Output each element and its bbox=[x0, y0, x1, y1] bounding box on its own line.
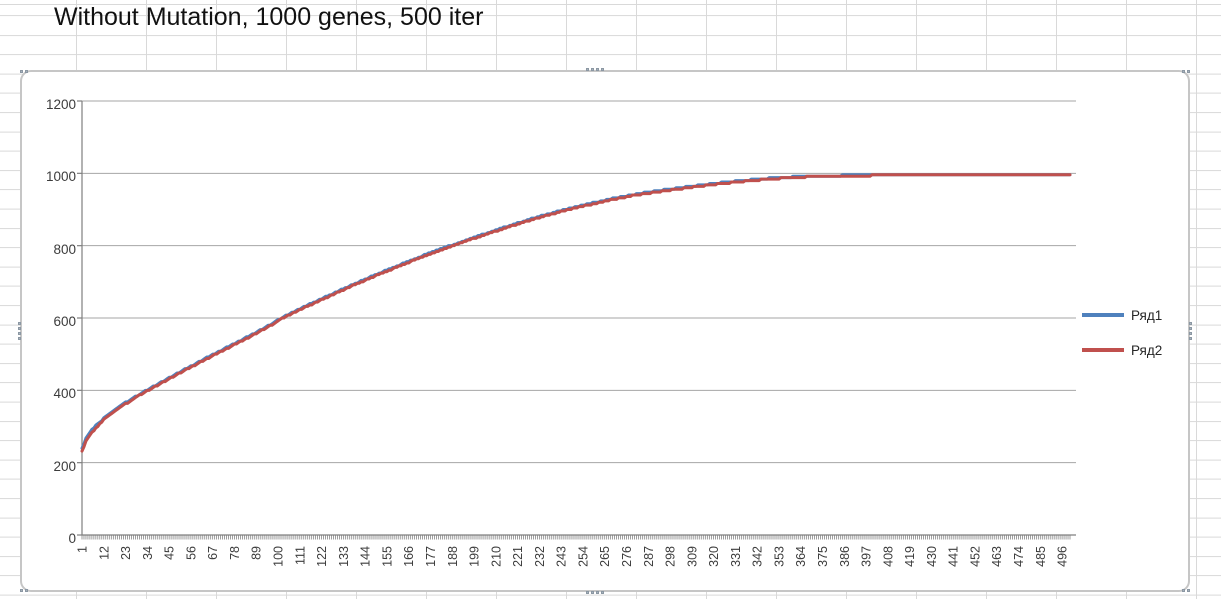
series2-label: Ряд2 bbox=[1131, 342, 1163, 358]
series-line-Ряд1[interactable] bbox=[80, 173, 1072, 450]
x-tick-label-254: 254 bbox=[576, 546, 590, 567]
x-tick-label-177: 177 bbox=[424, 546, 438, 567]
x-tick-label-287: 287 bbox=[642, 546, 656, 567]
x-tick-label-188: 188 bbox=[446, 546, 460, 567]
x-tick-label-419: 419 bbox=[903, 546, 917, 567]
x-tick-label-353: 353 bbox=[772, 546, 786, 567]
series-line-Ряд2[interactable] bbox=[80, 173, 1072, 453]
x-tick-label-342: 342 bbox=[751, 546, 765, 567]
x-tick-label-34: 34 bbox=[141, 546, 155, 560]
x-tick-label-67: 67 bbox=[206, 546, 220, 560]
x-tick-label-243: 243 bbox=[555, 546, 569, 567]
x-tick-label-122: 122 bbox=[315, 546, 329, 567]
x-tick-label-56: 56 bbox=[184, 546, 198, 560]
x-tick-label-166: 166 bbox=[402, 546, 416, 567]
x-tick-label-45: 45 bbox=[163, 546, 177, 560]
legend-item-series1[interactable]: Ряд1 bbox=[1082, 305, 1162, 325]
y-tick-label-0: 0 bbox=[68, 531, 76, 546]
y-tick-label-1200: 1200 bbox=[45, 97, 76, 112]
series1-swatch bbox=[1082, 313, 1124, 317]
x-tick-label-221: 221 bbox=[511, 546, 525, 567]
chart-resize-handle-bottom[interactable] bbox=[586, 591, 604, 594]
chart-resize-handle-top-right[interactable] bbox=[1182, 70, 1190, 73]
x-tick-label-309: 309 bbox=[685, 546, 699, 567]
x-tick-label-386: 386 bbox=[838, 546, 852, 567]
x-tick-label-23: 23 bbox=[119, 546, 133, 560]
chart-resize-handle-left[interactable] bbox=[18, 322, 21, 340]
y-tick-label-1000: 1000 bbox=[45, 169, 76, 185]
x-tick-label-199: 199 bbox=[468, 546, 482, 567]
x-tick-label-408: 408 bbox=[881, 546, 895, 567]
x-tick-label-265: 265 bbox=[598, 546, 612, 567]
x-tick-label-331: 331 bbox=[729, 546, 743, 567]
series1-label: Ряд1 bbox=[1131, 307, 1163, 323]
x-tick-label-1: 1 bbox=[76, 546, 90, 553]
x-tick-label-232: 232 bbox=[533, 546, 547, 567]
x-tick-label-364: 364 bbox=[794, 546, 808, 567]
y-tick-label-200: 200 bbox=[53, 458, 76, 474]
chart-title: Without Mutation, 1000 genes, 500 iter bbox=[54, 3, 484, 31]
x-tick-label-430: 430 bbox=[925, 546, 939, 567]
y-tick-label-800: 800 bbox=[53, 241, 76, 257]
x-tick-label-485: 485 bbox=[1034, 546, 1048, 567]
chart-resize-handle-top[interactable] bbox=[586, 68, 604, 71]
chart-resize-handle-right[interactable] bbox=[1189, 322, 1192, 340]
x-tick-label-133: 133 bbox=[337, 546, 351, 567]
x-tick-label-441: 441 bbox=[947, 546, 961, 567]
x-tick-label-496: 496 bbox=[1056, 546, 1070, 567]
y-tick-label-400: 400 bbox=[53, 386, 76, 402]
x-tick-label-474: 474 bbox=[1012, 546, 1026, 567]
y-tick-label-600: 600 bbox=[53, 314, 76, 329]
x-tick-label-276: 276 bbox=[620, 546, 634, 567]
x-tick-label-78: 78 bbox=[228, 546, 242, 560]
x-tick-label-452: 452 bbox=[968, 546, 982, 567]
x-tick-label-320: 320 bbox=[707, 546, 721, 567]
x-tick-label-155: 155 bbox=[380, 546, 394, 567]
chart-resize-handle-top-left[interactable] bbox=[20, 70, 28, 73]
x-tick-label-397: 397 bbox=[860, 546, 874, 567]
x-axis-minor-ticks bbox=[81, 535, 1071, 540]
series2-swatch bbox=[1082, 348, 1124, 352]
x-tick-label-375: 375 bbox=[816, 546, 830, 567]
chart-resize-handle-bottom-left[interactable] bbox=[20, 589, 28, 592]
x-tick-label-144: 144 bbox=[359, 546, 373, 567]
x-tick-label-100: 100 bbox=[272, 546, 286, 567]
plot-canvas: 1 12 23 34 45 56 67 78 89 100 111 122 133 144 155 166 17… bbox=[76, 100, 1076, 567]
x-tick-label-89: 89 bbox=[250, 546, 264, 560]
x-tick-label-298: 298 bbox=[664, 546, 678, 567]
x-tick-label-210: 210 bbox=[489, 546, 503, 567]
chart-resize-handle-bottom-right[interactable] bbox=[1182, 589, 1190, 592]
x-tick-label-12: 12 bbox=[97, 546, 111, 560]
x-tick-label-111: 111 bbox=[293, 546, 307, 565]
legend-item-series2[interactable]: Ряд2 bbox=[1082, 340, 1162, 360]
chart-area[interactable]: 1 12 23 34 45 56 67 78 89 100 111 122 133 144 155 166 17… bbox=[18, 68, 1192, 594]
x-tick-label-463: 463 bbox=[990, 546, 1004, 567]
legend: Ряд1 Ряд2 bbox=[1082, 305, 1162, 375]
